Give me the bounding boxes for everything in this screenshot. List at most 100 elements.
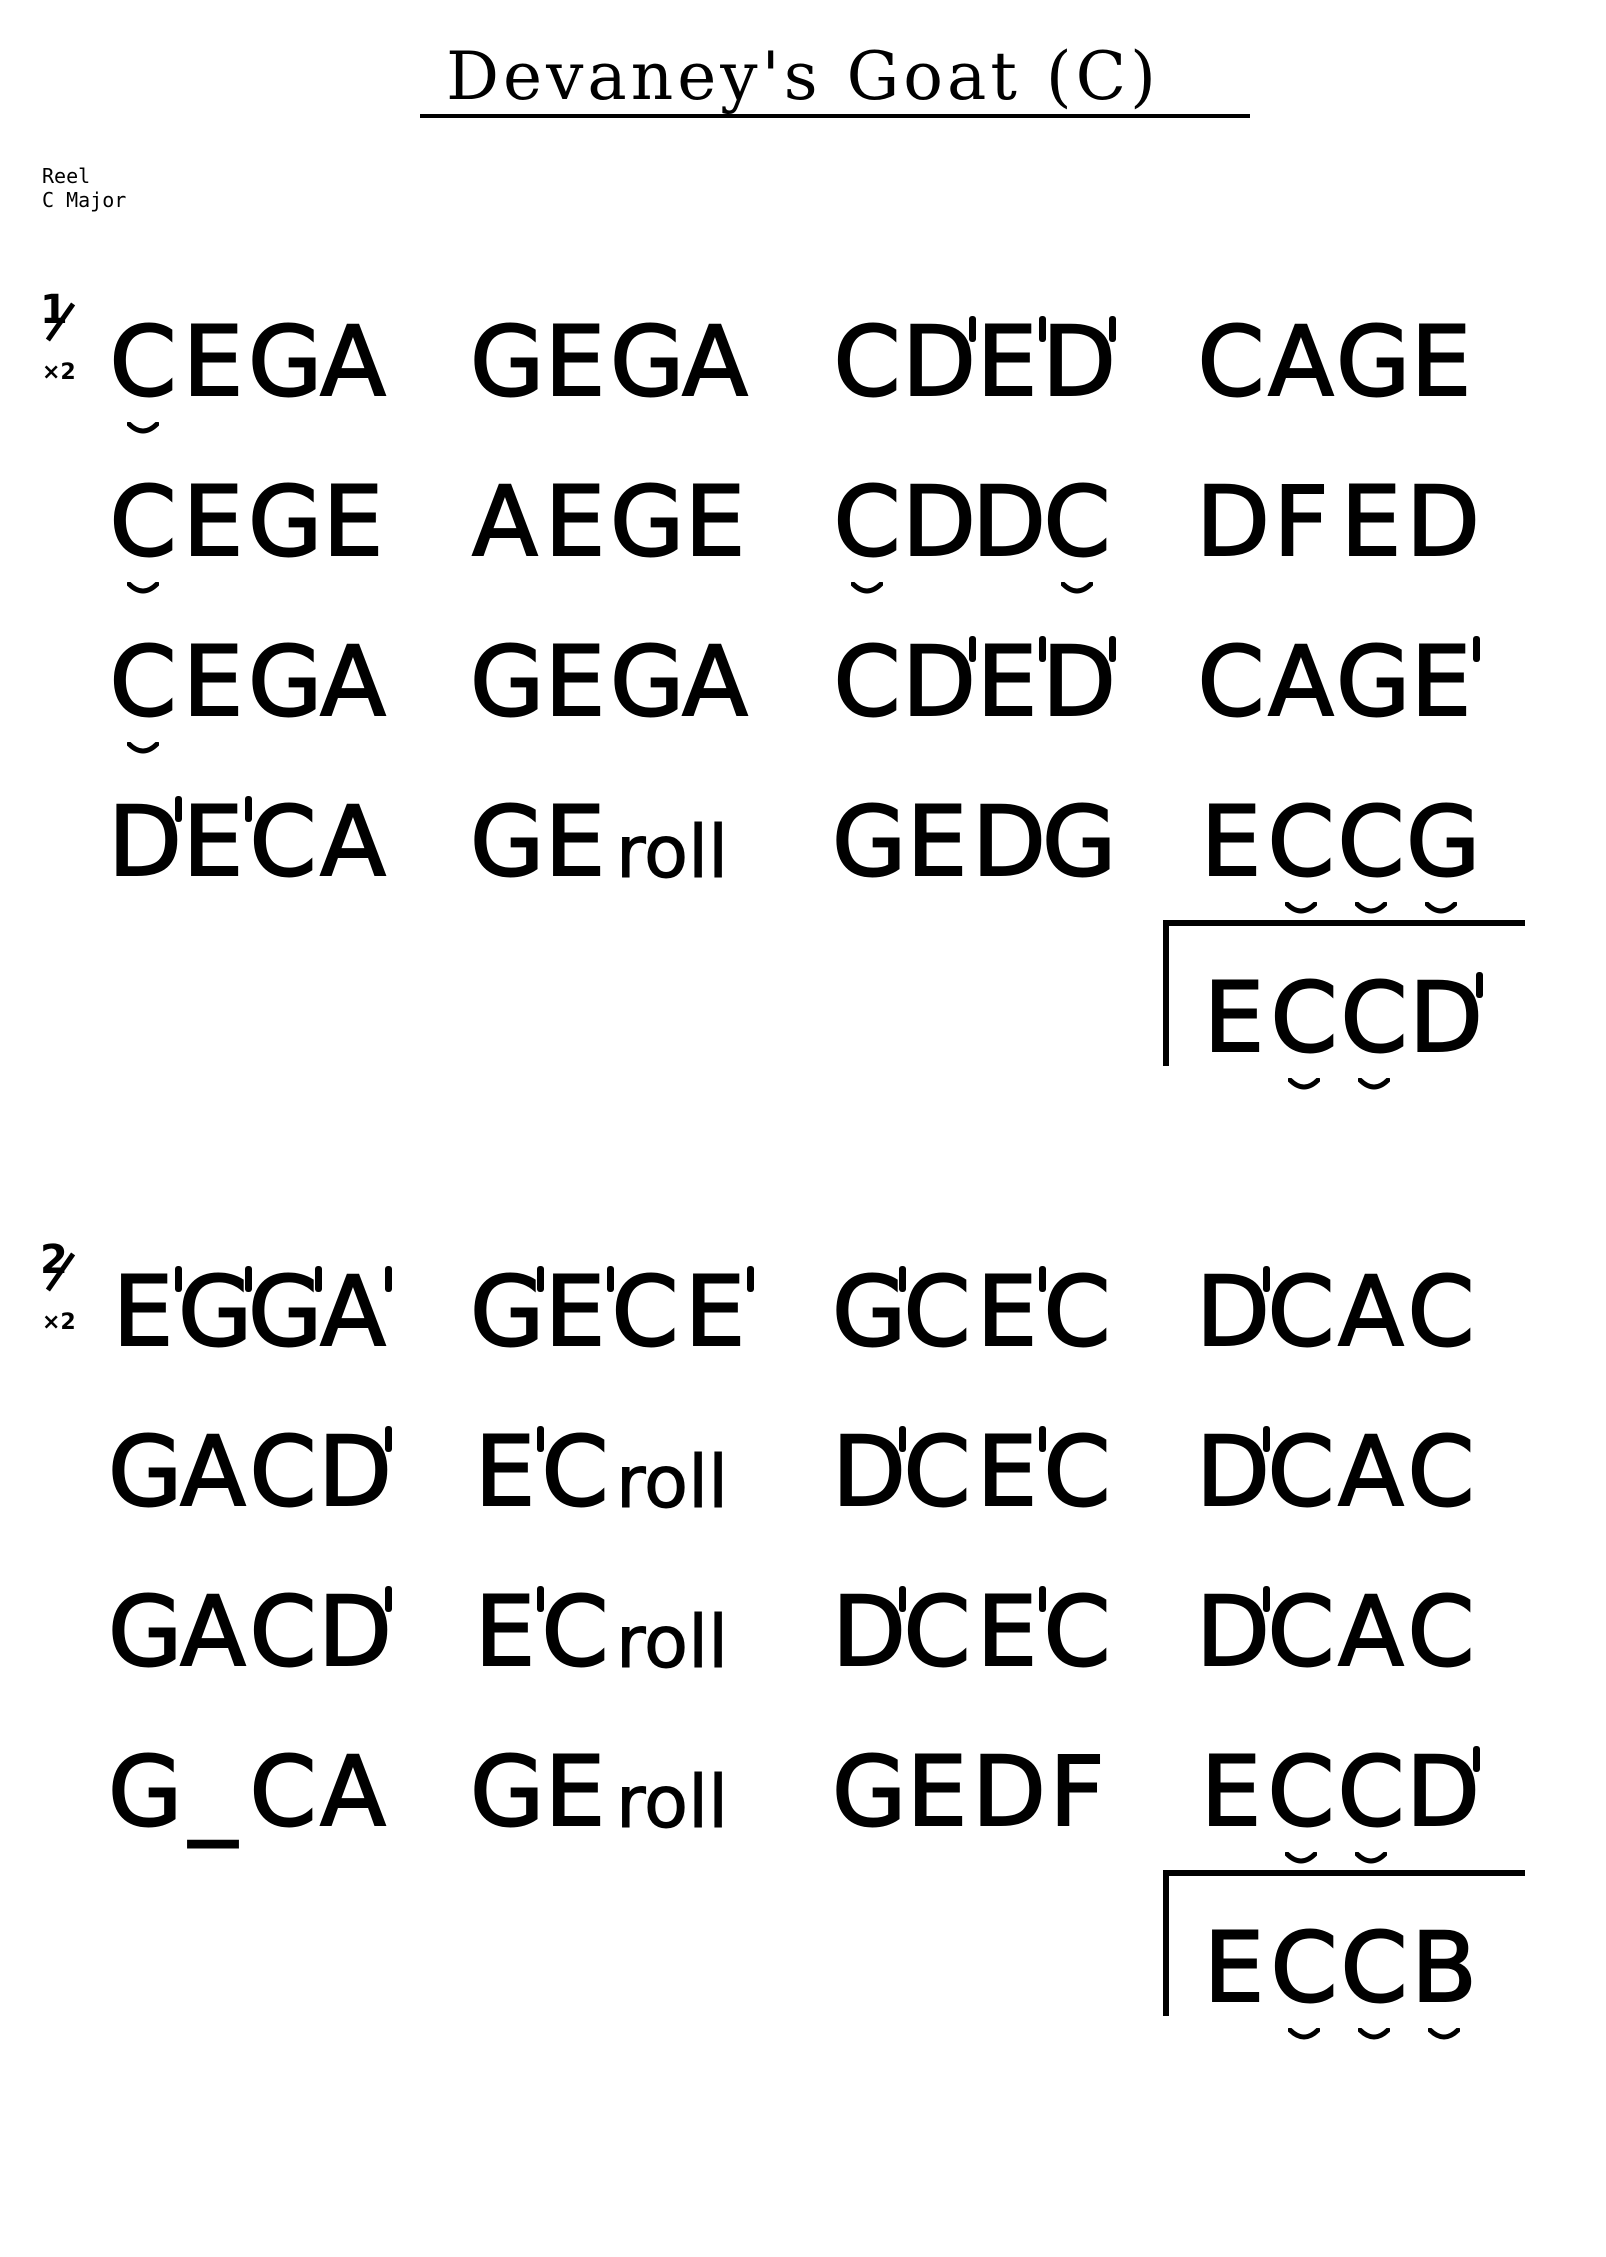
note: A (1266, 633, 1336, 731)
note: C (1266, 1743, 1336, 1864)
note: A (318, 633, 388, 731)
note-letter: E (684, 1256, 747, 1368)
note: D (1195, 1583, 1271, 1681)
note: C (1266, 793, 1336, 914)
note: E (540, 1263, 614, 1361)
note: E (1196, 1743, 1266, 1841)
note-letter: C (108, 306, 177, 418)
note-letter: C (1196, 626, 1265, 738)
note-letter: C (248, 1736, 317, 1848)
note: A (1336, 1583, 1406, 1681)
note-letter: D (1195, 1416, 1271, 1528)
note: E (1406, 313, 1476, 411)
high-octave-mark (1039, 636, 1046, 662)
note: C (1269, 969, 1339, 1090)
high-octave-mark (1263, 1266, 1270, 1292)
note: E (540, 793, 610, 891)
low-octave-mark (1428, 2028, 1460, 2040)
note-letter: C (832, 466, 901, 578)
tune-key: C Major (42, 188, 127, 212)
note-letter: C (1266, 1256, 1335, 1368)
note-letter: G (247, 306, 323, 418)
note-letter: D (1405, 1736, 1481, 1848)
note-letter: C (1339, 1912, 1408, 2024)
note-letter: D (971, 786, 1047, 898)
note: C (1269, 1919, 1339, 2040)
note-letter: E (474, 1576, 537, 1688)
note: G (469, 313, 545, 411)
note: C (540, 1423, 610, 1521)
note-letter: E (1203, 962, 1266, 1074)
note: G (247, 633, 323, 731)
note-letter: E (906, 786, 969, 898)
high-octave-mark (747, 1266, 754, 1292)
note-letter: A (319, 1736, 387, 1848)
note: D (107, 793, 183, 891)
note: G (107, 1743, 183, 1841)
note-letter: C (902, 1576, 971, 1688)
note-letter: D (107, 786, 183, 898)
note: C (1266, 1583, 1336, 1681)
low-octave-mark (127, 742, 159, 754)
high-octave-mark (385, 1586, 392, 1612)
note-letter: A (319, 306, 387, 418)
note-letter: D (971, 1736, 1047, 1848)
note: C (1406, 1263, 1476, 1361)
note-letter: C (540, 1576, 609, 1688)
note: C (1042, 1423, 1112, 1521)
note: G (469, 1263, 545, 1361)
note-letter: E (182, 786, 245, 898)
note: G (107, 1583, 183, 1681)
note-letter: A (471, 466, 539, 578)
note-letter: A (681, 306, 749, 418)
note: E (680, 1263, 754, 1361)
note: _ (178, 1743, 248, 1841)
low-octave-mark (1355, 902, 1387, 914)
note: A (680, 633, 750, 731)
note-letter: D (317, 1576, 393, 1688)
note: C (248, 1583, 318, 1681)
high-octave-mark (899, 1266, 906, 1292)
note: C (1339, 1919, 1409, 2040)
note: C (1406, 1423, 1476, 1521)
note: C (1042, 473, 1112, 594)
low-octave-mark (127, 582, 159, 594)
note: C (108, 313, 178, 434)
high-octave-mark (1473, 636, 1480, 662)
high-octave-mark (1039, 1426, 1046, 1452)
note-letter: E (1200, 1736, 1263, 1848)
note: A (318, 313, 388, 411)
note-letter: E (684, 466, 747, 578)
note: G (1335, 633, 1411, 731)
low-octave-mark (1358, 1078, 1390, 1090)
note-letter: C (1042, 1416, 1111, 1528)
note: C (248, 793, 318, 891)
note: G (831, 1263, 907, 1361)
note-letter: _ (188, 1736, 238, 1848)
high-octave-mark (315, 1266, 322, 1292)
note: D (317, 1583, 393, 1681)
note-letter: C (1339, 962, 1408, 1074)
note-letter: E (544, 626, 607, 738)
note-letter: E (544, 306, 607, 418)
note: E (540, 473, 610, 571)
note: E (972, 313, 1046, 411)
note-letter: D (1195, 1576, 1271, 1688)
